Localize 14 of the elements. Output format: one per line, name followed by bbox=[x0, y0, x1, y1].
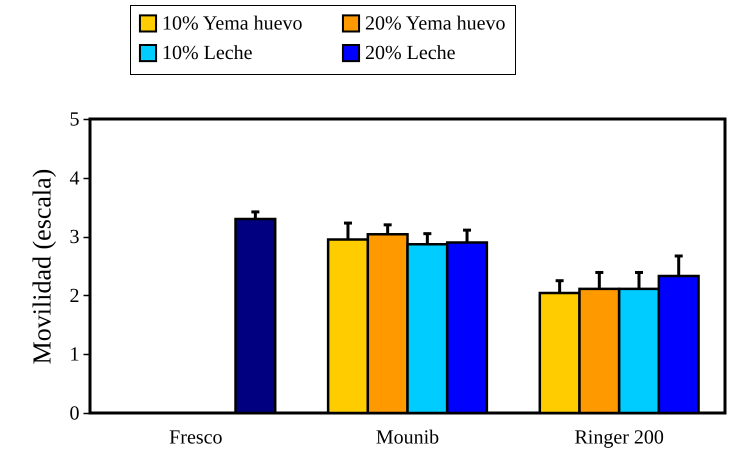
y-axis-title: Movilidad (escala) bbox=[28, 168, 56, 364]
y-tick-label: 3 bbox=[70, 226, 80, 248]
y-tick-label: 4 bbox=[70, 167, 80, 190]
y-tick-label: 1 bbox=[70, 344, 80, 366]
legend-label: 10% Leche bbox=[162, 42, 253, 64]
legend-label: 10% Yema huevo bbox=[162, 12, 303, 34]
y-tick-label: 0 bbox=[70, 402, 80, 424]
x-tick-label: Mounib bbox=[376, 426, 440, 448]
legend-label: 20% Yema huevo bbox=[365, 12, 506, 34]
y-tick-label: 2 bbox=[70, 284, 80, 307]
legend-label: 20% Leche bbox=[365, 42, 456, 64]
x-tick-label: Fresco bbox=[169, 426, 222, 448]
y-tick-label: 5 bbox=[70, 108, 80, 130]
x-tick-label: Ringer 200 bbox=[574, 426, 664, 448]
